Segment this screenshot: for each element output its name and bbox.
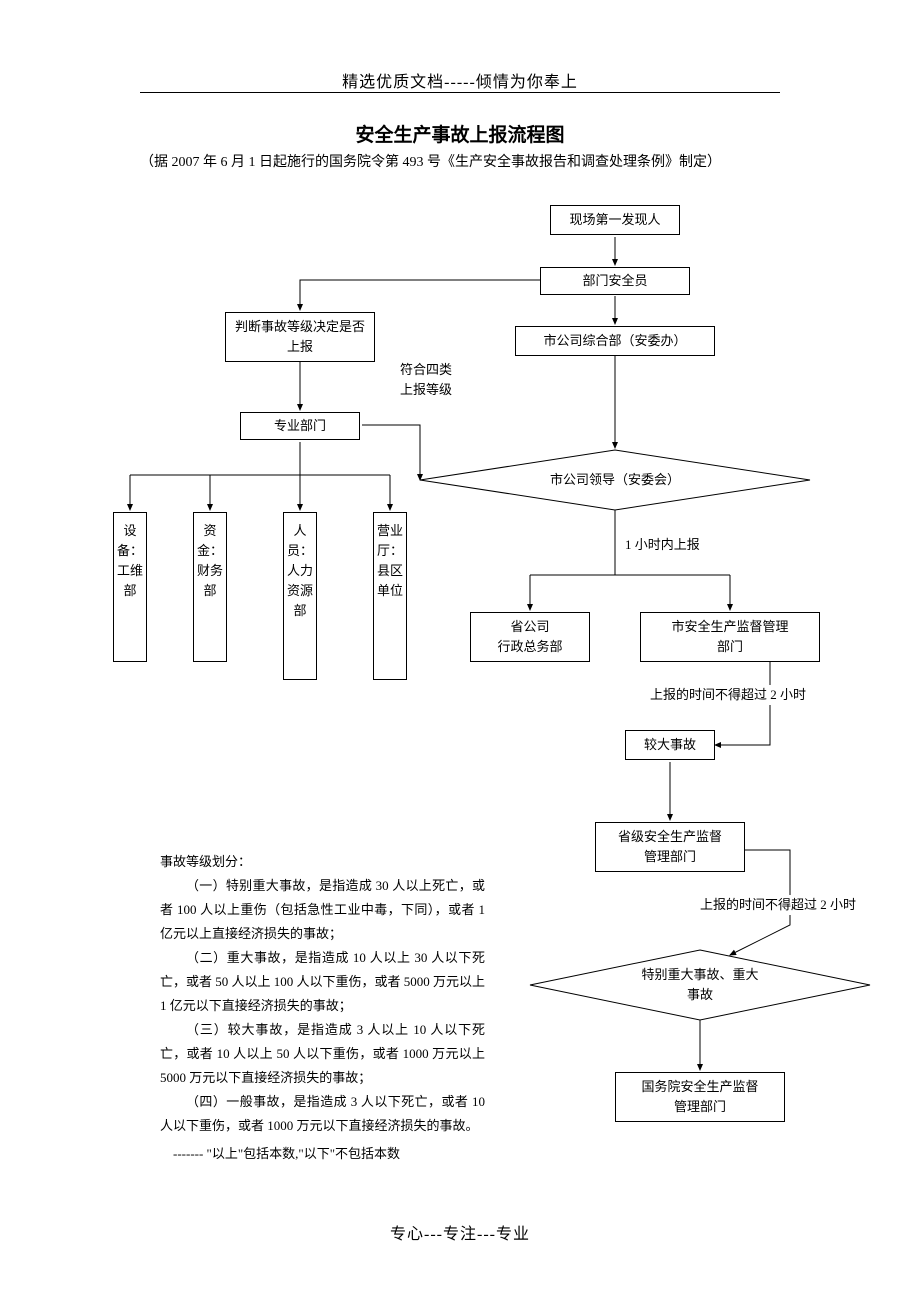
page-title: 安全生产事故上报流程图 [0,120,920,147]
notes-item-4: （四）一般事故，是指造成 3 人以下死亡，或者 10 人以下重伤，或者 1000… [160,1090,485,1138]
node-state-council: 国务院安全生产监督 管理部门 [615,1072,785,1122]
page-header: 精选优质文档-----倾情为你奉上 [0,68,920,92]
edge-label-1hour: 1 小时内上报 [625,535,700,555]
node-equipment-dept: 设备：工维部 [113,512,147,662]
node-province-safety-supervision: 省级安全生产监督 管理部门 [595,822,745,872]
node-fund-dept: 资金：财务部 [193,512,227,662]
node-dept-safety: 部门安全员 [540,267,690,295]
notes-item-1: （一）特别重大事故，是指造成 30 人以上死亡，或者 100 人以上重伤（包括急… [160,874,485,946]
page: 精选优质文档-----倾情为你奉上 安全生产事故上报流程图 （据 2007 年 … [0,0,920,1302]
notes-block: 事故等级划分： （一）特别重大事故，是指造成 30 人以上死亡，或者 100 人… [160,850,485,1166]
node-major-accident: 较大事故 [625,730,715,760]
page-footer: 专心---专注---专业 [0,1220,920,1244]
node-extremely-major: 特别重大事故、重大 事故 [610,965,790,1005]
header-underline [140,92,780,93]
notes-item-3: （三）较大事故，是指造成 3 人以上 10 人以下死亡，或者 10 人以上 50… [160,1018,485,1090]
node-hr-dept: 人员：人力资源部 [283,512,317,680]
node-professional-dept: 专业部门 [240,412,360,440]
node-first-finder: 现场第一发现人 [550,205,680,235]
edge-label-2hour-b: 上报的时间不得超过 2 小时 [700,895,856,915]
node-sales-hall: 营业厅：县区单位 [373,512,407,680]
edge-label-condition: 符合四类上报等级 [400,360,460,400]
notes-heading: 事故等级划分： [160,850,485,874]
node-city-leader: 市公司领导（安委会） [535,470,695,490]
node-city-comprehensive: 市公司综合部（安委办） [515,326,715,356]
node-province-admin: 省公司 行政总务部 [470,612,590,662]
notes-footnote: ------- "以上"包括本数,"以下"不包括本数 [160,1142,485,1166]
edge-label-2hour-a: 上报的时间不得超过 2 小时 [650,685,806,705]
notes-item-2: （二）重大事故，是指造成 10 人以上 30 人以下死亡，或者 50 人以上 1… [160,946,485,1018]
node-judge-level: 判断事故等级决定是否上报 [225,312,375,362]
page-subtitle: （据 2007 年 6 月 1 日起施行的国务院令第 493 号《生产安全事故报… [140,152,800,174]
node-city-safety-supervision: 市安全生产监督管理 部门 [640,612,820,662]
